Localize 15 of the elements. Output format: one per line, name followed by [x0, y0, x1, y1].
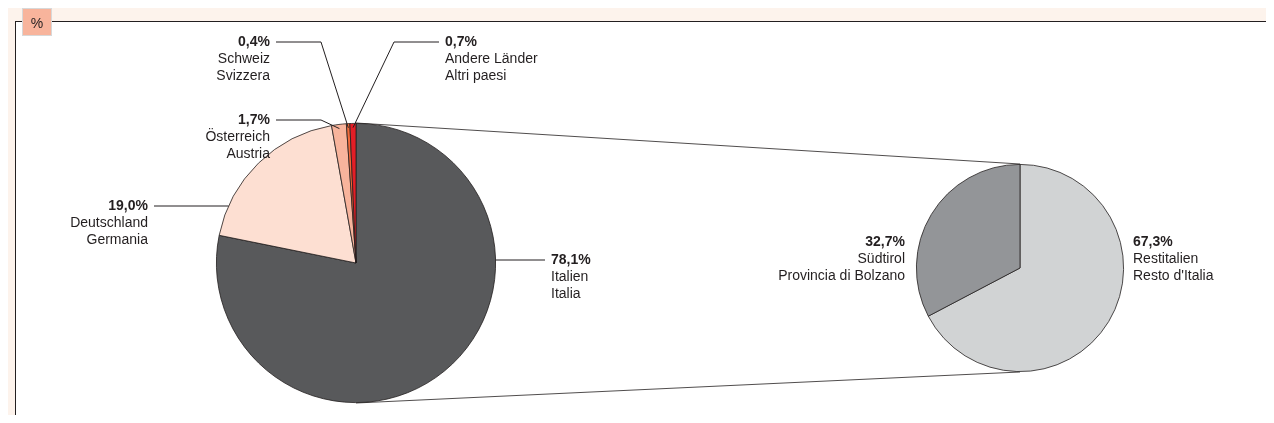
data-label: 0,7% [445, 32, 478, 49]
data-label: 0,4% [238, 32, 271, 49]
data-label: 32,7% [865, 232, 906, 249]
data-label: 67,3% [1133, 232, 1174, 249]
slice-label: Schweiz Svizzera [216, 49, 271, 83]
slice-label: Österreich Austria [205, 126, 271, 161]
data-label: 19,0% [108, 196, 149, 213]
data-label: 1,7% [238, 110, 271, 127]
slice-label: Italien Italia [551, 267, 589, 301]
slice-label: Andere Länder Altri paesi [445, 49, 538, 83]
slice-label: Deutschland Germania [70, 213, 149, 247]
slice-label: Restitalien Resto d'Italia [1133, 249, 1214, 283]
text: % [22, 8, 52, 36]
slice-label: Südtirol Provincia di Bolzano [778, 249, 906, 283]
data-label: 78,1% [551, 250, 592, 267]
